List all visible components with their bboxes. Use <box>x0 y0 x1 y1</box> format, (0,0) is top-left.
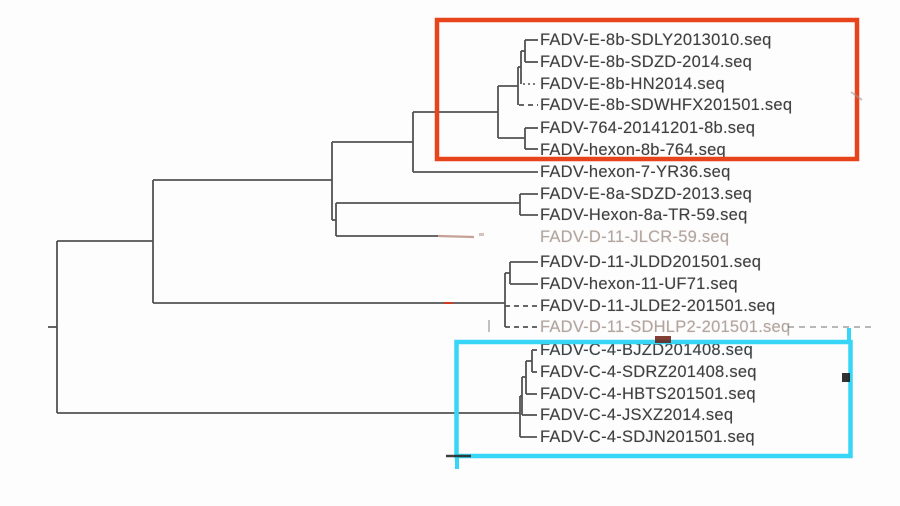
taxon-label: FADV-E-8b-SDZD-2014.seq <box>540 53 753 71</box>
taxon-label: FADV-C-4-HBTS201501.seq <box>540 385 756 403</box>
taxon-label: FADV-E-8a-SDZD-2013.seq <box>540 185 753 203</box>
taxon-label: FADV-E-8b-SDWHFX201501.seq <box>540 96 793 114</box>
taxon-label: FADV-D-11-SDHLP2-201501.seq <box>540 318 791 336</box>
taxon-label: FADV-E-8b-SDLY2013010.seq <box>540 31 772 49</box>
taxon-label: FADV-C-4-SDJN201501.seq <box>540 428 755 446</box>
taxon-label: FADV-hexon-7-YR36.seq <box>540 163 731 181</box>
taxon-label: FADV-hexon-8b-764.seq <box>540 141 726 159</box>
taxon-label: FADV-C-4-JSXZ2014.seq <box>540 406 734 424</box>
taxon-label: FADV-764-20141201-8b.seq <box>540 119 756 137</box>
taxon-label: FADV-D-11-JLDE2-201501.seq <box>540 297 776 315</box>
taxon-label: FADV-C-4-SDRZ201408.seq <box>540 363 757 381</box>
taxon-label: FADV-C-4-BJZD201408.seq <box>540 341 754 359</box>
taxon-label: FADV-D-11-JLDD201501.seq <box>540 253 762 271</box>
taxon-label: FADV-Hexon-8a-TR-59.seq <box>540 206 748 224</box>
taxon-label: FADV-E-8b-HN2014.seq <box>540 75 725 93</box>
taxon-label: FADV-D-11-JLCR-59.seq <box>540 228 730 246</box>
taxon-label: FADV-hexon-11-UF71.seq <box>540 275 738 293</box>
